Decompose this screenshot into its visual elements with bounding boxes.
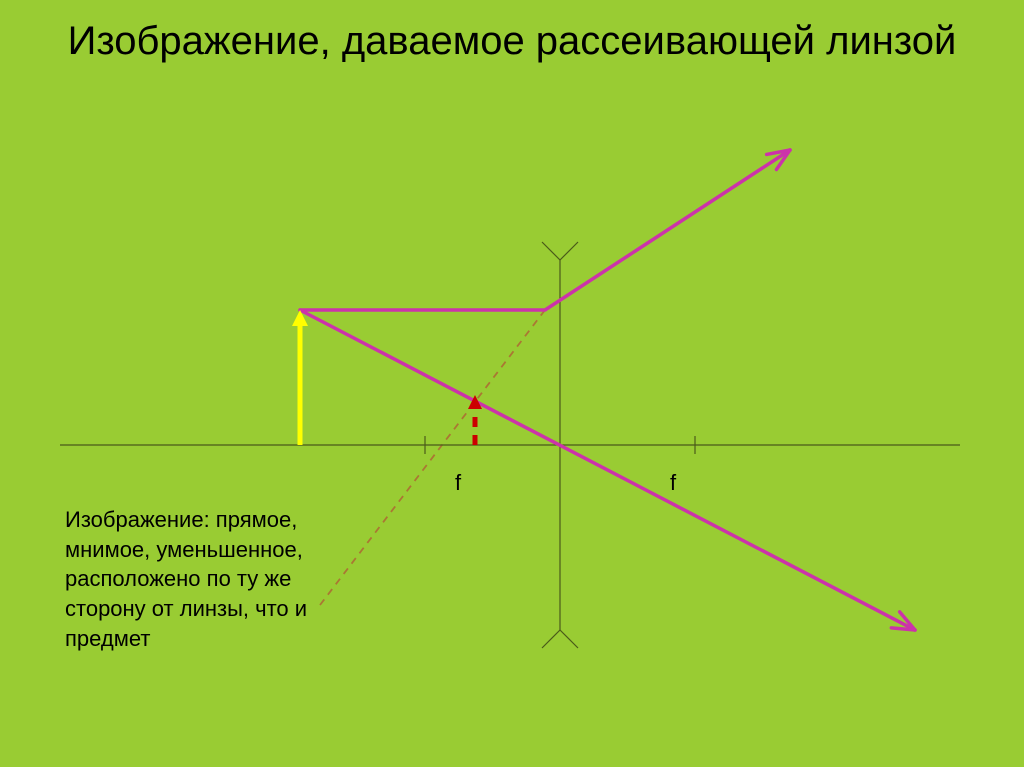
slide-description: Изображение: прямое, мнимое, уменьшенное… [65,505,325,653]
svg-text:f: f [455,470,462,495]
slide: f f Изображение, даваемое рассеивающей ли… [0,0,1024,767]
slide-title: Изображение, даваемое рассеивающей линзо… [0,18,1024,64]
svg-text:f: f [670,470,677,495]
